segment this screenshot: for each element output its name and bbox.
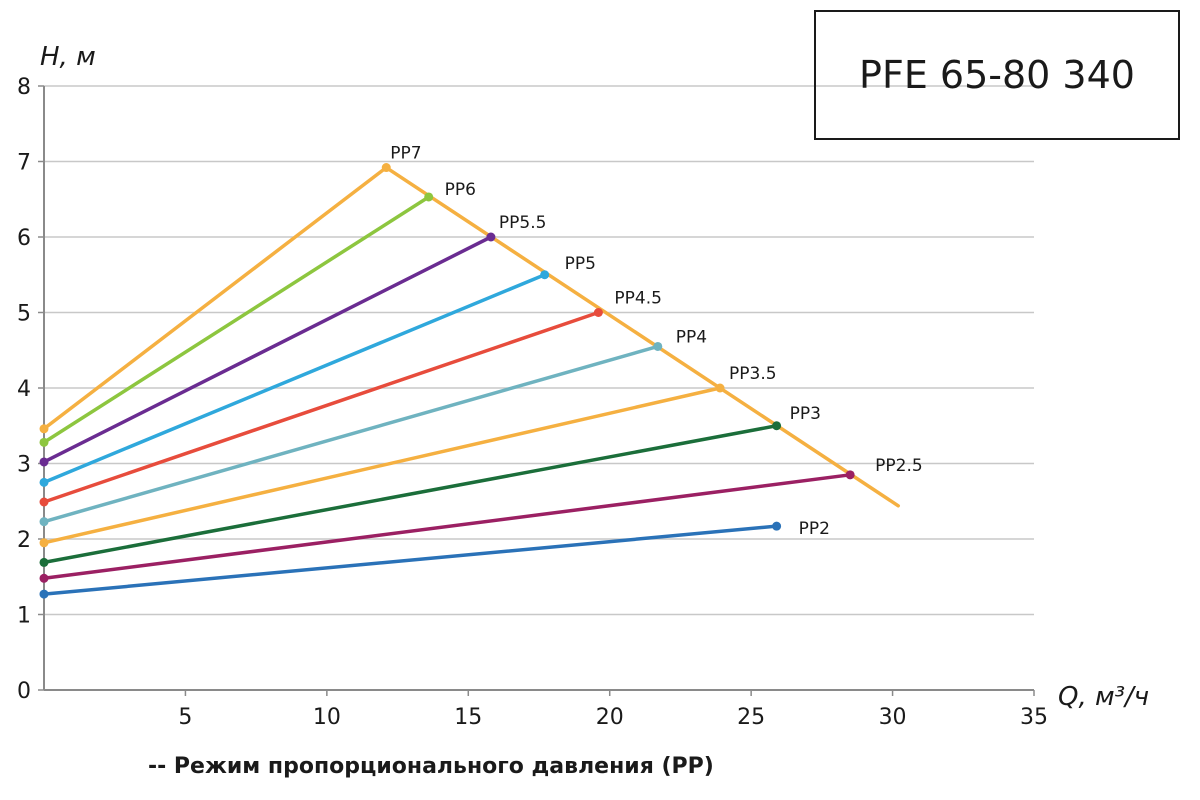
- series-point-pp7-1: [381, 163, 391, 173]
- series-point-pp2-5-0: [39, 573, 49, 583]
- series-label-pp4: PP4: [676, 327, 707, 347]
- y-tick-label-5: 5: [17, 302, 31, 327]
- y-tick-label-7: 7: [17, 151, 31, 176]
- series-label-pp4-5: PP4.5: [614, 289, 662, 309]
- y-tick-label-3: 3: [17, 453, 31, 478]
- series-labels: PP2 PP2.5 PP3 PP3.5 PP4 PP4.5 PP5 PP5.5 PP6 PP7: [390, 144, 922, 540]
- series-point-pp3-5-1: [715, 383, 725, 393]
- series-line-pp7: [42, 165, 389, 431]
- series-line-pp3: [42, 424, 779, 565]
- series-line-pp3-5: [42, 386, 722, 545]
- x-tick-label-30: 30: [879, 705, 907, 730]
- series-line-pp5-5: [42, 235, 493, 464]
- series-label-pp5: PP5: [565, 254, 596, 274]
- x-tick-label-25: 25: [737, 705, 765, 730]
- series-point-pp4-1: [653, 341, 663, 351]
- legend-footnote: -- Режим пропорционального давления (PP): [148, 754, 714, 779]
- series-point-pp5-0: [39, 477, 49, 487]
- tick-labels: 0 1 2 3 4 5 6 7 8 5 10 15 20 25 30 35: [17, 75, 1048, 730]
- x-axis-label: Q, м³/ч: [1058, 682, 1149, 712]
- series-label-pp7: PP7: [390, 144, 421, 164]
- series-label-pp3-5: PP3.5: [729, 364, 777, 384]
- series-line-pp4: [42, 344, 660, 524]
- series-label-pp3: PP3: [790, 404, 821, 424]
- series-line-pp5: [42, 273, 547, 485]
- y-tick-label-2: 2: [17, 528, 31, 553]
- x-tick-label-20: 20: [596, 705, 624, 730]
- series-label-pp2-5: PP2.5: [875, 456, 923, 476]
- series-lines: [42, 165, 900, 596]
- series-points: [39, 163, 855, 599]
- grid-lines: [44, 85, 1034, 616]
- series-point-pp3-1: [772, 421, 782, 431]
- envelope-line: [384, 165, 900, 508]
- series-point-pp4-0: [39, 517, 49, 527]
- y-tick-label-6: 6: [17, 226, 31, 251]
- y-tick-label-0: 0: [17, 679, 31, 704]
- series-point-pp3-0: [39, 557, 49, 567]
- series-point-pp5-5-1: [486, 232, 496, 242]
- series-point-pp5-1: [540, 270, 550, 280]
- axes: [38, 85, 1035, 696]
- x-tick-label-5: 5: [178, 705, 192, 730]
- y-tick-label-8: 8: [17, 75, 31, 100]
- x-tick-label-15: 15: [454, 705, 482, 730]
- series-point-pp2-5-1: [845, 470, 855, 480]
- series-point-pp3-5-0: [39, 538, 49, 548]
- series-point-pp5-5-0: [39, 457, 49, 467]
- series-point-pp4-5-1: [593, 308, 603, 317]
- series-line-pp4-5: [42, 310, 601, 504]
- series-point-pp2-1: [772, 521, 782, 531]
- series-label-pp2: PP2: [799, 519, 830, 539]
- y-tick-label-1: 1: [17, 604, 31, 629]
- y-tick-label-4: 4: [17, 377, 31, 402]
- series-point-pp6-1: [424, 192, 434, 202]
- series-label-pp6: PP6: [445, 180, 476, 200]
- series-line-pp2: [42, 524, 779, 596]
- series-point-pp6-0: [39, 437, 49, 447]
- series-line-pp6: [42, 195, 431, 445]
- y-axis-label: H, м: [40, 42, 96, 72]
- series-label-pp5-5: PP5.5: [499, 213, 547, 233]
- series-line-pp2-5: [42, 473, 852, 581]
- chart-title-box: PFE 65-80 340: [814, 10, 1180, 140]
- series-point-pp2-0: [39, 589, 49, 599]
- series-point-pp7-0: [39, 424, 49, 434]
- series-point-pp4-5-0: [39, 497, 49, 507]
- chart-title: PFE 65-80 340: [859, 53, 1135, 97]
- x-tick-label-35: 35: [1020, 705, 1048, 730]
- x-tick-label-10: 10: [313, 705, 341, 730]
